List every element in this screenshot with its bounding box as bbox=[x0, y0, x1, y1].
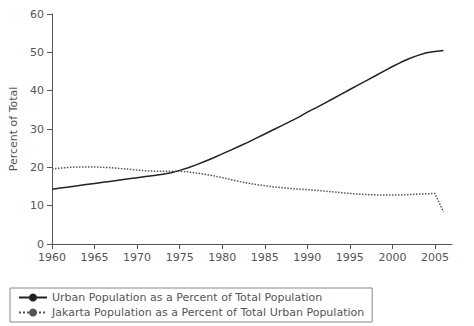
svg-text:Urban Population as a Percent: Urban Population as a Percent of Total P… bbox=[52, 291, 322, 304]
svg-text:2005: 2005 bbox=[421, 251, 449, 264]
svg-text:1995: 1995 bbox=[336, 251, 364, 264]
svg-text:2000: 2000 bbox=[378, 251, 406, 264]
svg-text:Percent of Total: Percent of Total bbox=[7, 87, 20, 172]
svg-text:1965: 1965 bbox=[81, 251, 109, 264]
svg-text:1985: 1985 bbox=[251, 251, 279, 264]
svg-text:1975: 1975 bbox=[166, 251, 194, 264]
svg-text:1980: 1980 bbox=[208, 251, 236, 264]
svg-text:20: 20 bbox=[30, 161, 44, 174]
svg-text:60: 60 bbox=[30, 8, 44, 21]
svg-text:0: 0 bbox=[37, 238, 44, 251]
svg-text:10: 10 bbox=[30, 199, 44, 212]
svg-text:30: 30 bbox=[30, 123, 44, 136]
svg-text:40: 40 bbox=[30, 84, 44, 97]
svg-text:50: 50 bbox=[30, 46, 44, 59]
svg-text:1990: 1990 bbox=[293, 251, 321, 264]
svg-text:1960: 1960 bbox=[38, 251, 66, 264]
svg-text:1970: 1970 bbox=[123, 251, 151, 264]
svg-text:Jakarta Population as a Percen: Jakarta Population as a Percent of Total… bbox=[51, 306, 364, 319]
